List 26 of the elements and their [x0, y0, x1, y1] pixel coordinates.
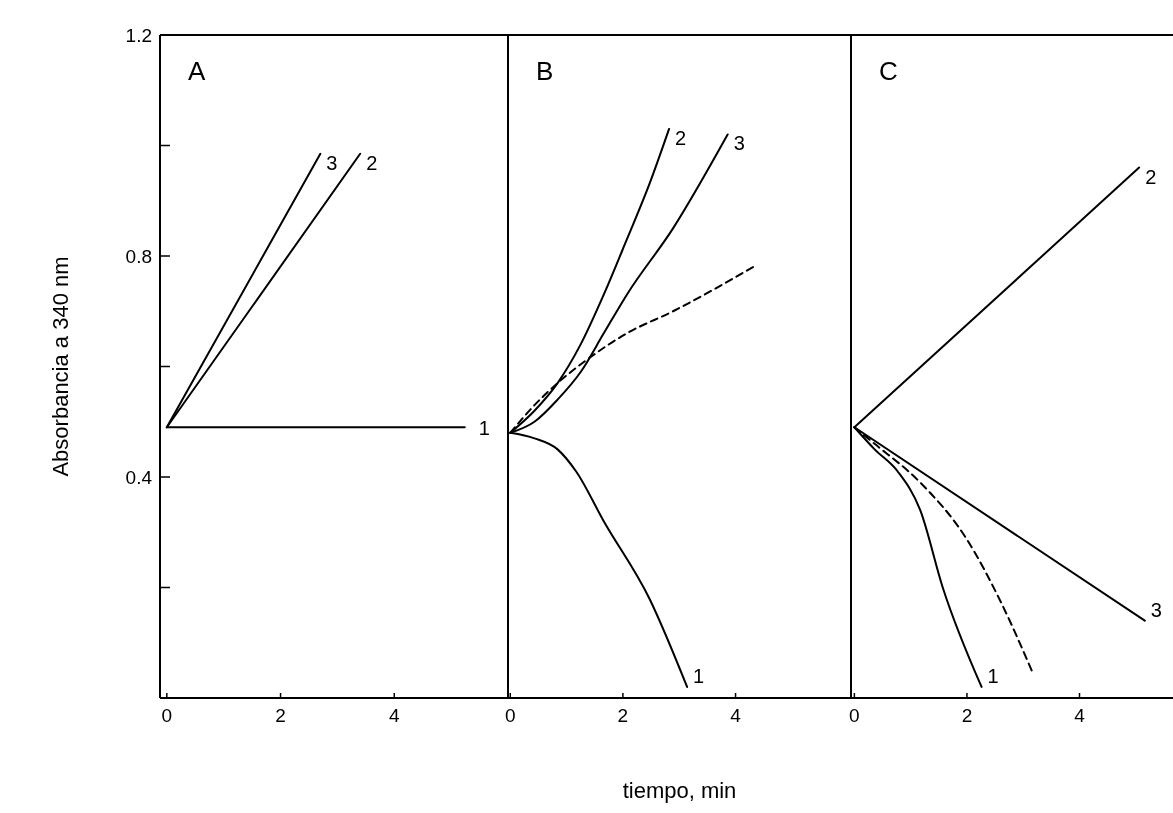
series-label: 2: [366, 151, 378, 174]
y-axis-title: Absorbancia a 340 nm: [48, 256, 73, 477]
y-tick-label: 0.8: [125, 246, 152, 267]
series-label: 3: [1150, 598, 1162, 621]
text: B: [536, 56, 554, 86]
x-tick-label: 2: [961, 705, 973, 726]
series-label: 1: [693, 664, 705, 687]
x-tick-label: 2: [275, 705, 286, 726]
text: A: [188, 56, 206, 86]
series-label: 2: [675, 126, 687, 149]
y-tick-label: 0.4: [125, 467, 153, 488]
x-tick-label: 0: [504, 705, 516, 726]
series-label: 1: [987, 664, 999, 687]
text: C: [879, 56, 898, 86]
series-label: 3: [733, 132, 745, 155]
x-axis-title: tiempo, min: [622, 778, 737, 803]
series-label: 3: [326, 151, 338, 174]
x-tick-label: 2: [617, 705, 629, 726]
x-tick-label: 4: [730, 705, 742, 726]
y-tick-label: 1.2: [125, 25, 152, 46]
series-label: 2: [1145, 165, 1157, 188]
x-tick-label: 0: [849, 705, 860, 726]
x-tick-label: 4: [388, 705, 400, 726]
series-label: 1: [478, 417, 490, 440]
x-tick-label: 4: [1074, 705, 1086, 726]
x-tick-label: 0: [161, 705, 173, 726]
